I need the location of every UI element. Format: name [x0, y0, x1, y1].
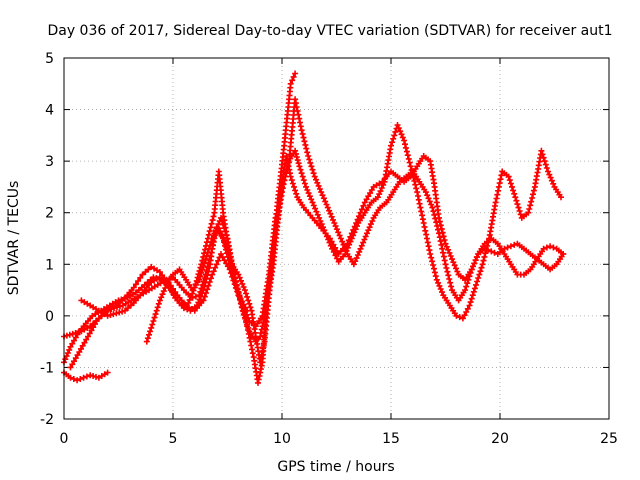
- y-tick-label: -2: [40, 412, 54, 428]
- x-tick-label: 5: [169, 431, 178, 447]
- chart-title: Day 036 of 2017, Sidereal Day-to-day VTE…: [47, 23, 612, 39]
- y-tick-label: 1: [45, 257, 54, 273]
- series-line: [63, 124, 562, 343]
- x-tick-labels: 0 5 10 15 20 25: [60, 431, 618, 447]
- x-axis-label: GPS time / hours: [277, 459, 394, 475]
- y-tick-label: 4: [45, 103, 54, 119]
- series-points: [67, 96, 567, 371]
- plot-frame: [63, 57, 610, 420]
- x-tick-label: 10: [273, 431, 291, 447]
- series-track-c: [61, 122, 564, 345]
- series-points: [61, 122, 564, 345]
- y-tick-labels: -2 -1 0 1 2 3 4 5: [40, 51, 54, 428]
- x-tick-label: 25: [600, 431, 618, 447]
- series-track-a: [61, 369, 111, 384]
- series-points: [61, 369, 111, 384]
- x-tick-label: 0: [60, 431, 69, 447]
- y-axis-label: SDTVAR / TECUs: [6, 181, 22, 296]
- series-track-f: [78, 251, 251, 319]
- series-line: [63, 154, 565, 384]
- y-tick-label: 2: [45, 206, 54, 222]
- y-tick-label: -1: [40, 360, 54, 376]
- series-track-b: [61, 153, 567, 386]
- data-series: [61, 70, 567, 386]
- series-points: [78, 251, 251, 319]
- y-tick-label: 0: [45, 309, 54, 325]
- series-track-d: [67, 96, 567, 371]
- grid-lines: [64, 58, 609, 419]
- y-tick-label: 5: [45, 51, 54, 67]
- x-tick-label: 15: [382, 431, 400, 447]
- x-tick-label: 20: [491, 431, 509, 447]
- series-points: [61, 153, 567, 386]
- axis-ticks: [63, 57, 610, 420]
- y-tick-label: 3: [45, 154, 54, 170]
